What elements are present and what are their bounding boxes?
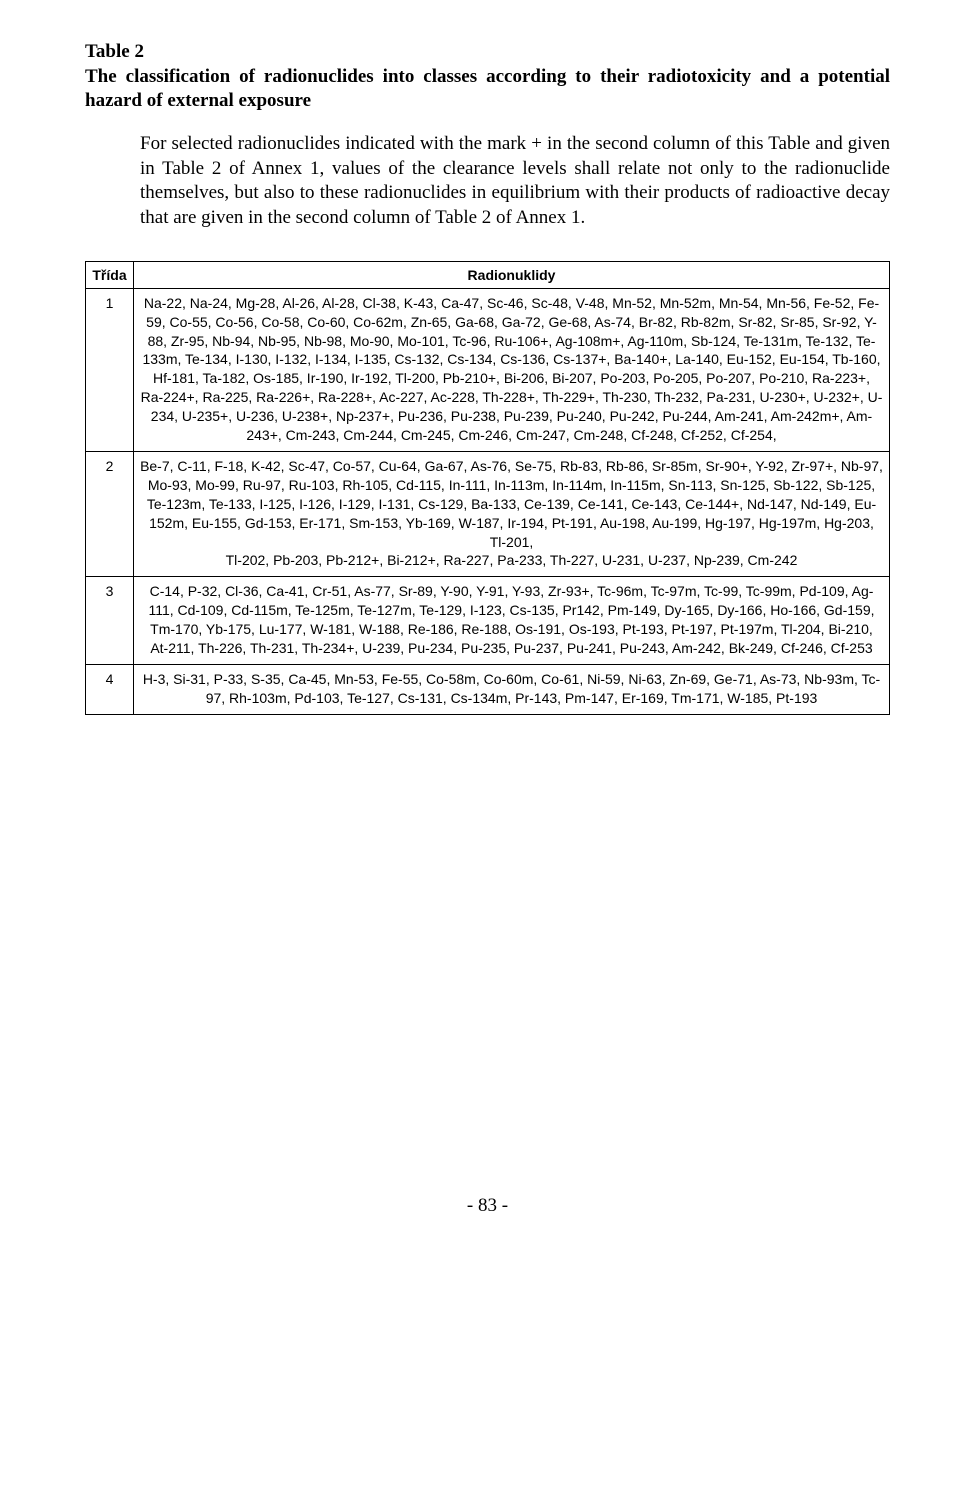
class-cell: 4: [86, 664, 134, 714]
intro-paragraph: For selected radionuclides indicated wit…: [140, 132, 890, 231]
table-title-desc: The classification of radionuclides into…: [85, 65, 890, 114]
nuclide-cell: Be-7, C-11, F-18, K-42, Sc-47, Co-57, Cu…: [134, 451, 890, 576]
nuclide-cell: H-3, Si-31, P-33, S-35, Ca-45, Mn-53, Fe…: [134, 664, 890, 714]
table-label: Table 2: [85, 40, 890, 65]
nuclide-cell: Na-22, Na-24, Mg-28, Al-26, Al-28, Cl-38…: [134, 288, 890, 451]
column-header-class: Třída: [86, 261, 134, 288]
nuclide-cell: C-14, P-32, Cl-36, Ca-41, Cr-51, As-77, …: [134, 577, 890, 665]
table-row: 3 C-14, P-32, Cl-36, Ca-41, Cr-51, As-77…: [86, 577, 890, 665]
table-row: 2 Be-7, C-11, F-18, K-42, Sc-47, Co-57, …: [86, 451, 890, 576]
title-block: Table 2 The classification of radionucli…: [85, 40, 890, 114]
class-cell: 2: [86, 451, 134, 576]
table-header-row: Třída Radionuklidy: [86, 261, 890, 288]
page-number: - 83 -: [85, 1195, 890, 1217]
class-cell: 3: [86, 577, 134, 665]
class-cell: 1: [86, 288, 134, 451]
table-row: 1 Na-22, Na-24, Mg-28, Al-26, Al-28, Cl-…: [86, 288, 890, 451]
radionuclide-table: Třída Radionuklidy 1 Na-22, Na-24, Mg-28…: [85, 261, 890, 715]
column-header-nuclides: Radionuklidy: [134, 261, 890, 288]
table-row: 4 H-3, Si-31, P-33, S-35, Ca-45, Mn-53, …: [86, 664, 890, 714]
